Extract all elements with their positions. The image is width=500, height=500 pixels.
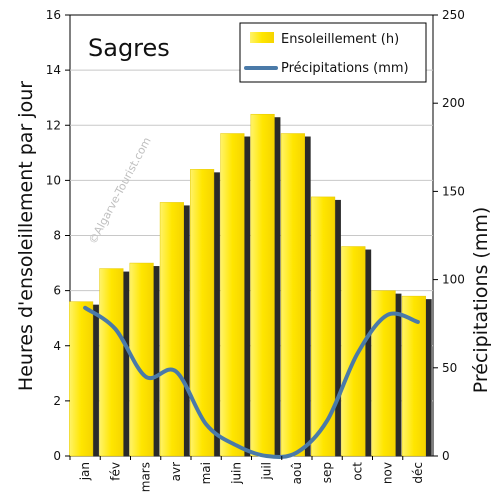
left-axis-title: Heures d'ensoleillement par jour [15, 81, 37, 391]
sunshine-bar [159, 202, 184, 457]
right-axis-title: Précipitations (mm) [470, 207, 492, 394]
month-label: sep [320, 462, 334, 483]
month-label: oct [350, 462, 364, 481]
month-labels: jan fév mars avr mai juin juil aoû sep oct nov déc [69, 456, 425, 492]
legend-sunshine-label: Ensoleillement (h) [281, 32, 399, 47]
left-tick-label: 14 [46, 63, 61, 77]
month-label: jan [78, 462, 92, 481]
month-label: mai [199, 462, 213, 484]
sunshine-bar [190, 169, 215, 457]
sunshine-bar [250, 113, 275, 457]
month-label: fév [108, 462, 122, 481]
sunshine-bar [99, 268, 124, 457]
right-tick-label: 250 [442, 8, 465, 22]
sunshine-bar [280, 133, 305, 457]
right-tick-label: 50 [442, 361, 457, 375]
month-label: juil [260, 462, 274, 481]
right-tick-label: 100 [442, 273, 465, 287]
sunshine-bar [341, 246, 366, 457]
month-label: déc [411, 462, 425, 484]
month-label: avr [169, 462, 183, 481]
legend-precipitation-label: Précipitations (mm) [281, 61, 409, 76]
sunshine-bar [371, 290, 396, 457]
left-tick-label: 2 [53, 394, 61, 408]
right-tick-label: 200 [442, 96, 465, 110]
left-tick-label: 16 [46, 8, 61, 22]
left-tick-label: 10 [46, 173, 61, 187]
precipitation-line [83, 305, 420, 459]
month-label: mars [139, 462, 153, 492]
sunshine-bar [401, 295, 426, 457]
right-tick-label: 0 [442, 449, 450, 463]
legend-sunshine-swatch [250, 32, 274, 43]
left-tick-label: 6 [53, 284, 61, 298]
left-tick-label: 4 [53, 339, 61, 353]
left-axis-ticks: 0 2 4 6 8 10 12 14 16 [46, 8, 70, 463]
legend: Ensoleillement (h) Précipitations (mm) [239, 22, 427, 83]
month-label: aoû [290, 462, 304, 484]
month-label: juin [229, 462, 243, 485]
left-tick-label: 12 [46, 118, 61, 132]
left-tick-label: 0 [53, 449, 61, 463]
right-tick-label: 150 [442, 184, 465, 198]
chart-title: Sagres [88, 34, 170, 62]
sunshine-bar [129, 262, 154, 457]
sunshine-bars [69, 113, 432, 457]
left-tick-label: 8 [53, 229, 61, 243]
sunshine-bar [220, 133, 245, 457]
month-label: nov [381, 462, 395, 484]
sunshine-bar [311, 196, 336, 457]
sunshine-bar [69, 301, 94, 457]
right-axis-ticks: 0 50 100 150 200 250 [433, 8, 465, 463]
